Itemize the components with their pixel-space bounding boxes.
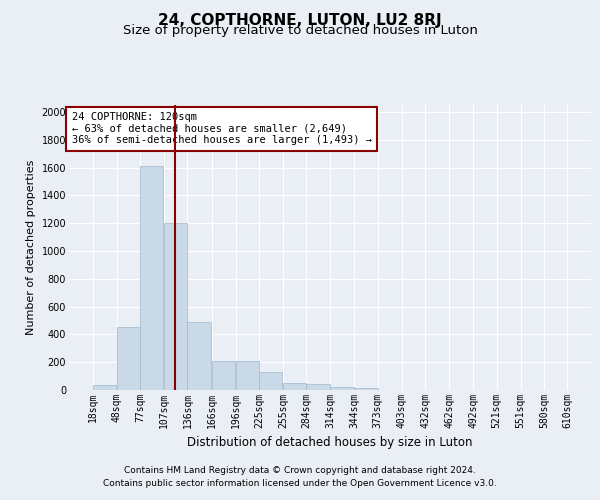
Text: Size of property relative to detached houses in Luton: Size of property relative to detached ho… xyxy=(122,24,478,37)
Bar xyxy=(307,384,329,390)
Text: Contains HM Land Registry data © Crown copyright and database right 2024.
Contai: Contains HM Land Registry data © Crown c… xyxy=(103,466,497,487)
Bar xyxy=(117,326,140,390)
Bar xyxy=(259,372,282,390)
Text: 24 COPTHORNE: 120sqm
← 63% of detached houses are smaller (2,649)
36% of semi-de: 24 COPTHORNE: 120sqm ← 63% of detached h… xyxy=(71,112,371,146)
Bar xyxy=(331,386,353,390)
Bar xyxy=(140,166,163,390)
Bar xyxy=(212,361,235,390)
Y-axis label: Number of detached properties: Number of detached properties xyxy=(26,160,36,335)
Bar xyxy=(164,223,187,390)
Bar xyxy=(283,383,307,390)
Bar xyxy=(93,385,116,390)
X-axis label: Distribution of detached houses by size in Luton: Distribution of detached houses by size … xyxy=(187,436,473,450)
Text: 24, COPTHORNE, LUTON, LU2 8RJ: 24, COPTHORNE, LUTON, LU2 8RJ xyxy=(158,12,442,28)
Bar xyxy=(187,322,211,390)
Bar xyxy=(236,361,259,390)
Bar xyxy=(355,388,378,390)
